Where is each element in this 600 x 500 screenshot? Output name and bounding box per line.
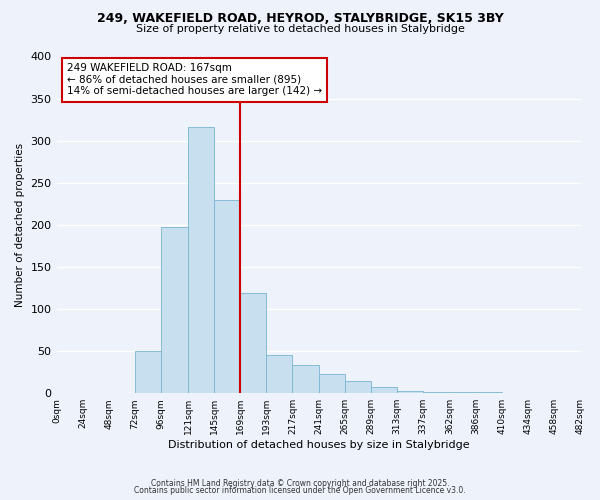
Bar — [161, 228, 188, 393]
Bar — [450, 392, 476, 393]
Text: Contains public sector information licensed under the Open Government Licence v3: Contains public sector information licen… — [134, 486, 466, 495]
Bar — [319, 374, 344, 393]
Text: Contains HM Land Registry data © Crown copyright and database right 2025.: Contains HM Land Registry data © Crown c… — [151, 478, 449, 488]
Bar — [344, 382, 371, 393]
Bar — [240, 293, 266, 393]
Text: 249, WAKEFIELD ROAD, HEYROD, STALYBRIDGE, SK15 3BY: 249, WAKEFIELD ROAD, HEYROD, STALYBRIDGE… — [97, 12, 503, 26]
Y-axis label: Number of detached properties: Number of detached properties — [15, 143, 25, 307]
Bar — [371, 388, 397, 393]
Text: Size of property relative to detached houses in Stalybridge: Size of property relative to detached ho… — [136, 24, 464, 34]
Bar — [397, 390, 423, 393]
Text: 249 WAKEFIELD ROAD: 167sqm
← 86% of detached houses are smaller (895)
14% of sem: 249 WAKEFIELD ROAD: 167sqm ← 86% of deta… — [67, 63, 322, 96]
Bar — [214, 200, 240, 393]
Bar — [135, 351, 161, 393]
X-axis label: Distribution of detached houses by size in Stalybridge: Distribution of detached houses by size … — [168, 440, 469, 450]
Bar — [188, 127, 214, 393]
Bar — [476, 392, 502, 393]
Bar — [423, 392, 450, 393]
Bar — [266, 356, 292, 393]
Bar — [292, 366, 319, 393]
